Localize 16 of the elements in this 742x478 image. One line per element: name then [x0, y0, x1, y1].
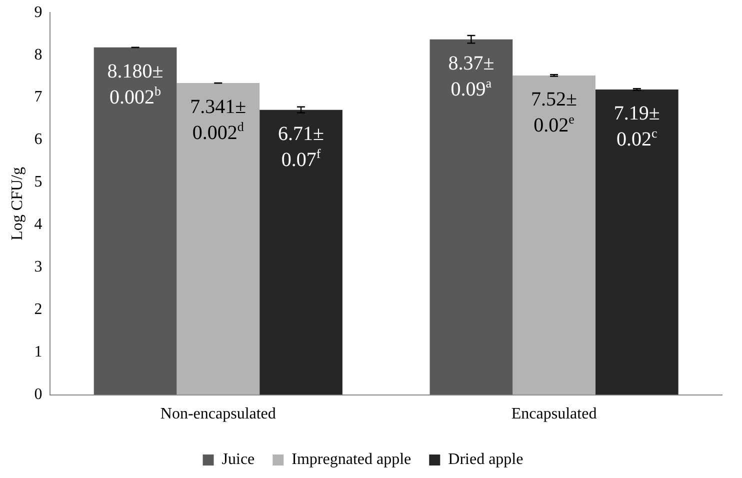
y-tick-label: 6	[34, 131, 42, 148]
legend-label: Impregnated apple	[292, 451, 412, 468]
y-tick-label: 8	[34, 46, 42, 64]
y-tick-label: 4	[34, 216, 42, 234]
x-tick-label: Non-encapsulated	[160, 406, 276, 423]
y-tick-label: 3	[34, 258, 42, 276]
y-tick-label: 7	[34, 88, 42, 106]
y-tick-label: 0	[34, 386, 42, 404]
y-tick-label: 5	[34, 174, 42, 191]
x-tick-label: Encapsulated	[511, 406, 597, 423]
y-tick-label: 1	[34, 344, 42, 361]
y-tick-label: 2	[34, 301, 42, 318]
legend-label: Juice	[222, 451, 255, 468]
legend-label: Dried apple	[448, 451, 524, 468]
y-axis-title: Log CFU/g	[8, 167, 26, 240]
y-tick-label: 9	[34, 4, 42, 21]
